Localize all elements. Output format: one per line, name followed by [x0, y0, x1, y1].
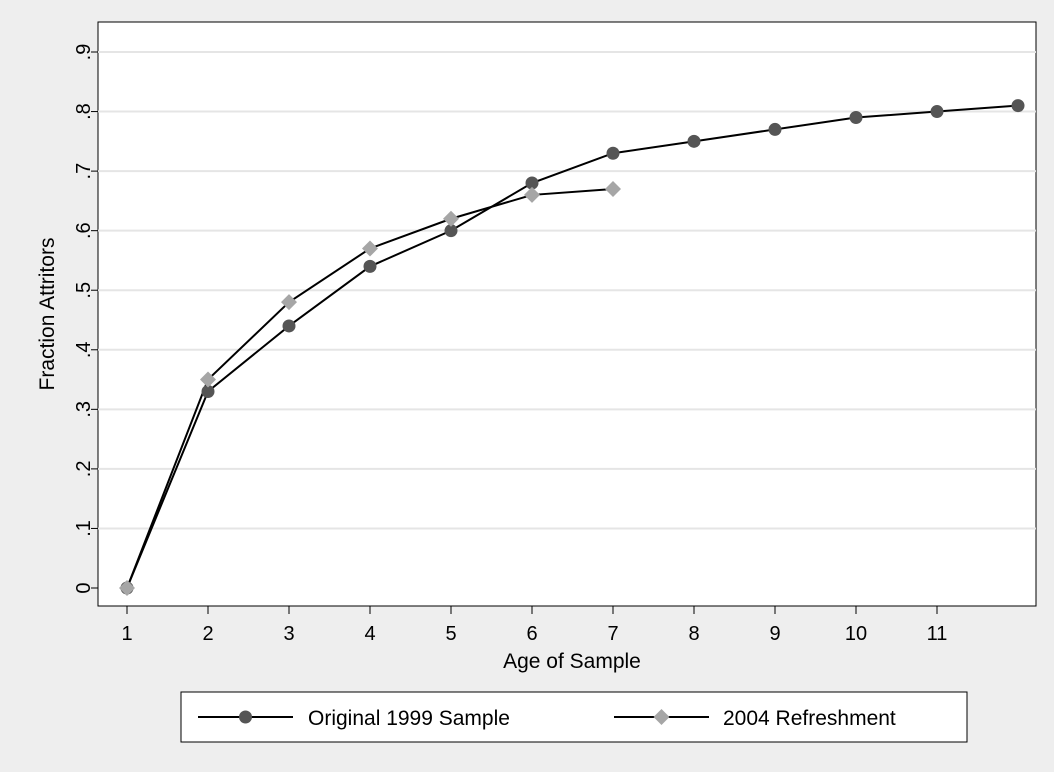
data-point-0-11 — [1011, 99, 1025, 113]
data-point-1-3 — [362, 240, 378, 257]
data-point-1-5 — [524, 186, 540, 203]
x-tick-label: 9 — [769, 623, 780, 645]
y-tick-label: 0 — [73, 582, 95, 593]
series-layer — [119, 99, 1025, 596]
legend: Original 1999 Sample 2004 Refreshment — [180, 691, 968, 743]
data-point-0-10 — [930, 105, 944, 119]
y-tick-label: .2 — [73, 461, 95, 478]
data-point-0-8 — [768, 122, 782, 136]
data-point-0-2 — [282, 319, 296, 333]
y-tick-label: .4 — [73, 341, 95, 358]
x-tick-label: 2 — [202, 623, 213, 645]
y-tick-label: .5 — [73, 282, 95, 299]
x-tick-label: 8 — [688, 623, 699, 645]
legend-label-0: Original 1999 Sample — [308, 707, 510, 730]
legend-label-1: 2004 Refreshment — [723, 707, 896, 730]
y-tick-label: .6 — [73, 222, 95, 239]
y-tick-label: .3 — [73, 401, 95, 418]
x-tick-label: 7 — [607, 623, 618, 645]
x-axis-label: Age of Sample — [503, 650, 641, 673]
y-tick-label: .1 — [73, 520, 95, 537]
x-tick-label: 10 — [845, 623, 867, 645]
legend-box — [180, 691, 968, 743]
plot-area — [97, 21, 1037, 607]
x-tick-label: 11 — [927, 623, 948, 645]
data-point-1-0 — [119, 580, 135, 596]
series-line-0 — [126, 104, 1019, 589]
data-point-1-2 — [281, 294, 297, 311]
grid-lines — [98, 51, 1036, 530]
x-tick-label: 1 — [121, 623, 132, 645]
data-point-0-7 — [687, 134, 701, 148]
y-tick-label: .9 — [73, 44, 95, 61]
data-point-0-4 — [444, 224, 458, 238]
axes: 0 .1 .2 .3 .4 .5 .6 .7 .8 .9 1 2 3 4 5 6 7 8 9 10 11 — [73, 44, 947, 645]
data-point-0-1 — [201, 384, 215, 398]
y-tick-label: .8 — [73, 103, 95, 120]
data-point-0-9 — [849, 111, 863, 125]
x-tick-label: 3 — [283, 623, 294, 645]
data-point-1-6 — [605, 180, 621, 197]
x-tick-label: 5 — [445, 623, 456, 645]
legend-marker-0 — [239, 710, 252, 724]
data-point-1-4 — [443, 210, 459, 227]
x-tick-label: 6 — [526, 623, 537, 645]
data-point-0-6 — [606, 146, 620, 160]
y-axis-label: Fraction Attritors — [36, 238, 59, 391]
legend-marker-1 — [653, 709, 670, 725]
data-point-0-3 — [363, 259, 377, 273]
y-tick-label: .7 — [73, 163, 95, 180]
data-point-0-5 — [525, 176, 539, 190]
x-tick-label: 4 — [364, 623, 375, 645]
data-point-1-1 — [200, 371, 216, 388]
